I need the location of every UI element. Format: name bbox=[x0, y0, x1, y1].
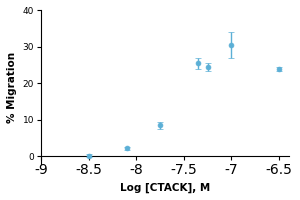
X-axis label: Log [CTACK], M: Log [CTACK], M bbox=[120, 183, 210, 193]
Y-axis label: % Migration: % Migration bbox=[7, 51, 17, 123]
